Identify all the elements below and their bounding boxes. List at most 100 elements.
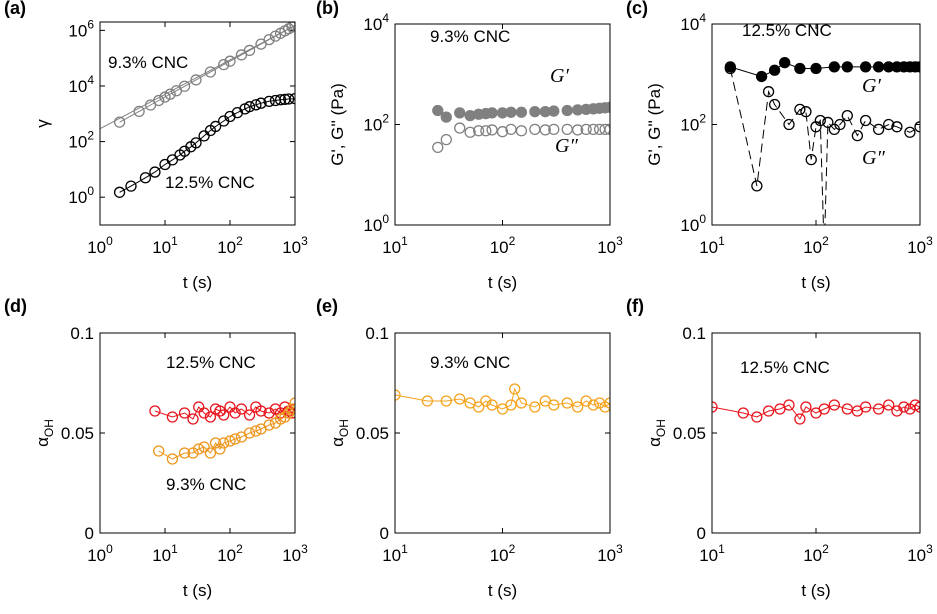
marker: [914, 121, 920, 133]
marker: [204, 447, 217, 459]
marker: [604, 397, 610, 409]
x-axis-label: t (s): [801, 273, 830, 292]
marker: [214, 405, 226, 417]
x-tick-label: 101: [699, 542, 725, 565]
panel: (c) 101 102 103 100 102 104 t (s) G', G'' (Pa) G′…: [626, 0, 933, 292]
y-axis-label: αOH: [328, 419, 351, 447]
marker: [529, 123, 541, 136]
series-line: [119, 24, 295, 123]
marker: [209, 120, 222, 133]
marker: [904, 126, 916, 138]
marker: [515, 125, 528, 137]
marker: [872, 403, 885, 415]
marker: [604, 123, 610, 136]
marker: [828, 399, 840, 411]
marker: [898, 401, 910, 413]
marker: [794, 103, 806, 116]
y-axis-label: αOH: [33, 419, 56, 447]
marker: [768, 64, 781, 76]
y-tick-label: 100: [680, 212, 706, 235]
marker: [243, 409, 256, 421]
marker: [464, 126, 476, 138]
panel: (f) 101 102 103 0 0.05 0.1 t (s) αOH 12.5% CNC: [626, 296, 933, 600]
marker: [859, 401, 872, 413]
marker: [187, 413, 199, 425]
y-tick-label: 0.1: [682, 324, 706, 343]
marker: [914, 401, 920, 413]
plot-area: [724, 57, 920, 225]
panel-label: (d): [4, 296, 27, 316]
series-label: 9.3% CNC: [108, 53, 188, 72]
x-tick-label: 102: [803, 542, 829, 565]
fit-line: [100, 25, 295, 130]
marker: [571, 124, 584, 136]
marker: [204, 66, 217, 78]
y-tick-label: 0.05: [356, 424, 389, 443]
marker: [149, 405, 161, 417]
marker: [178, 447, 191, 459]
series-label: G′: [550, 65, 569, 87]
x-tick-label: 103: [907, 542, 933, 565]
marker: [224, 435, 236, 447]
marker: [548, 399, 560, 411]
marker: [440, 133, 452, 146]
x-tick-label: 103: [907, 234, 933, 257]
y-tick-label: 0.1: [70, 324, 94, 343]
marker: [561, 123, 573, 136]
y-axis-label: αOH: [645, 419, 668, 447]
marker: [841, 110, 853, 122]
marker: [914, 61, 920, 73]
marker: [279, 411, 291, 423]
marker: [255, 97, 267, 109]
marker: [289, 22, 295, 31]
marker: [454, 122, 466, 134]
panel-label: (c): [626, 0, 648, 18]
marker: [724, 62, 736, 75]
x-tick-label: 102: [217, 542, 243, 565]
x-tick-label: 103: [597, 542, 623, 565]
marker: [166, 411, 179, 423]
marker: [486, 107, 498, 119]
y-tick-label: 104: [680, 11, 706, 34]
y-tick-label: 102: [68, 129, 94, 152]
panel-label: (f): [626, 296, 644, 316]
marker: [859, 114, 872, 127]
marker: [883, 399, 895, 411]
axes-box: [394, 332, 611, 534]
marker: [762, 405, 775, 417]
marker: [218, 409, 230, 421]
x-axis-label: t (s): [183, 581, 212, 600]
marker: [841, 61, 853, 73]
marker: [486, 124, 498, 136]
marker: [737, 407, 749, 419]
marker: [178, 80, 191, 92]
marker: [204, 411, 217, 423]
marker: [283, 407, 295, 419]
plot-area: [432, 101, 610, 154]
marker: [289, 397, 295, 409]
marker: [250, 99, 262, 111]
marker: [224, 55, 236, 67]
y-tick-label: 102: [363, 112, 389, 135]
marker: [779, 57, 791, 69]
marker: [774, 403, 786, 415]
panel-label: (b): [316, 0, 339, 18]
series-label: G′: [862, 75, 881, 97]
annotation: 9.3% CNC: [430, 27, 510, 46]
marker: [440, 395, 452, 407]
x-axis-label: t (s): [488, 581, 517, 600]
marker: [515, 106, 528, 118]
y-tick-label: 0.05: [673, 424, 706, 443]
x-axis-label: t (s): [801, 581, 830, 600]
marker: [883, 118, 895, 131]
marker: [751, 180, 763, 192]
marker: [529, 106, 541, 118]
y-tick-label: 100: [363, 212, 389, 235]
marker: [561, 397, 573, 409]
marker: [198, 441, 210, 453]
x-tick-label: 103: [282, 542, 308, 565]
y-tick-label: 106: [68, 17, 94, 40]
x-tick-label: 101: [382, 234, 408, 257]
marker: [587, 399, 599, 411]
marker: [751, 411, 763, 423]
